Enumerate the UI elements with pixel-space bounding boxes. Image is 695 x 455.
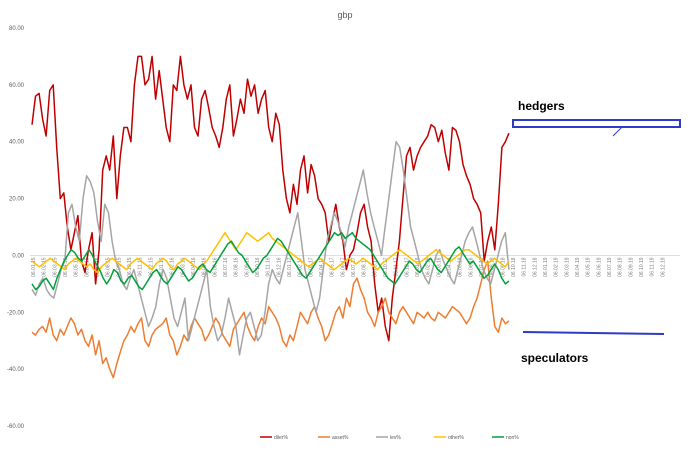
x-tick-label: 06.09.19: [628, 257, 634, 277]
x-tick-label: 06.05.18: [458, 257, 464, 277]
y-tick-label: 0.00: [12, 253, 24, 259]
annotation-layer: hedgers speculators: [512, 99, 681, 365]
x-tick-label: 06.01.16: [159, 257, 165, 277]
x-tick-label: 06.05.19: [586, 257, 592, 277]
series-line-lev-pct: [31, 140, 510, 356]
y-tick-label: 80.00: [9, 26, 25, 32]
y-tick-label: 20.00: [9, 197, 25, 203]
series-line-diler-pct: [31, 55, 510, 342]
x-tick-label: 06.11.18: [522, 257, 528, 276]
y-tick-label: -20.00: [7, 310, 25, 316]
x-tick-label: 06.09.15: [116, 257, 122, 277]
x-tick-label: 06.07.17: [351, 257, 357, 277]
y-tick-label: 40.00: [9, 140, 25, 146]
x-tick-label: 06.02.17: [298, 257, 304, 277]
x-tick-label: 06.10.19: [639, 257, 645, 277]
x-tick-label: 06.02.16: [170, 257, 176, 277]
x-tick-label: 06.10.17: [383, 257, 389, 277]
x-tick-label: 06.03.18: [436, 257, 442, 277]
annotation-hedgers-pointer: [612, 126, 623, 137]
series-layer: [31, 55, 510, 379]
x-tick-label: 06.07.16: [223, 257, 229, 277]
x-tick-label: 06.08.15: [106, 257, 112, 277]
annotation-speculators-label: speculators: [521, 351, 589, 365]
x-tick-label: 06.11.16: [266, 257, 272, 276]
x-tick-label: 06.02.15: [42, 257, 48, 277]
x-tick-label: 06.02.18: [426, 257, 432, 277]
x-tick-label: 06.12.15: [148, 257, 154, 277]
x-tick-label: 06.11.19: [650, 257, 656, 276]
x-tick-label: 06.12.18: [532, 257, 538, 277]
y-tick-label: -60.00: [7, 424, 25, 430]
x-tick-label: 06.12.19: [660, 257, 666, 277]
x-tick-label: 06.07.19: [607, 257, 613, 277]
x-tick-label: 06.08.19: [618, 257, 624, 277]
legend-label: diler%: [274, 435, 288, 441]
x-tick-label: 06.03.17: [308, 257, 314, 277]
x-tick-label: 06.12.16: [276, 257, 282, 277]
x-tick-label: 06.05.15: [74, 257, 80, 277]
x-tick-label: 06.01.18: [415, 257, 421, 277]
x-tick-label: 06.09.18: [500, 257, 506, 277]
x-axis: 06.01.15 06.02.15 06.03.15 06.04.15 06.05.15…: [31, 257, 666, 277]
series-line-non-pct: [31, 231, 510, 291]
x-tick-label: 06.11.15: [138, 257, 144, 276]
x-tick-label: 06.01.15: [31, 257, 37, 277]
annotation-hedgers-box: [512, 119, 681, 128]
x-tick-label: 06.10.15: [127, 257, 133, 277]
y-axis: -60.00 -40.00 -20.00 0.00 20.00 40.00 60.00 80.…: [7, 26, 25, 430]
x-tick-label: 06.04.16: [191, 257, 197, 277]
series-line-asset-pct: [31, 260, 510, 379]
x-tick-label: 06.04.19: [575, 257, 581, 277]
annotation-hedgers-label: hedgers: [518, 99, 565, 113]
y-tick-label: -40.00: [7, 367, 25, 373]
x-tick-label: 06.06.18: [468, 257, 474, 277]
x-tick-label: 06.12.17: [404, 257, 410, 277]
x-tick-label: 06.10.18: [511, 257, 517, 277]
annotation-speculators-line: [522, 331, 665, 335]
x-tick-label: 06.06.17: [340, 257, 346, 277]
x-tick-label: 06.09.16: [244, 257, 250, 277]
x-tick-label: 06.08.16: [234, 257, 240, 277]
legend-label: non%: [506, 435, 519, 441]
legend: diler% asset% lev% other% non%: [260, 435, 519, 441]
legend-label: other%: [448, 435, 464, 441]
y-tick-label: 60.00: [9, 83, 25, 89]
legend-label: asset%: [332, 435, 349, 441]
x-tick-label: 06.04.17: [319, 257, 325, 277]
x-tick-label: 06.08.17: [362, 257, 368, 277]
x-tick-label: 06.02.19: [554, 257, 560, 277]
x-tick-label: 06.06.16: [212, 257, 218, 277]
x-tick-label: 06.05.17: [330, 257, 336, 277]
series-line-other-pct: [31, 231, 510, 274]
x-tick-label: 06.01.17: [287, 257, 293, 277]
chart-title: gbp: [337, 10, 352, 20]
x-tick-label: 06.04.18: [447, 257, 453, 277]
x-tick-label: 06.03.15: [52, 257, 58, 277]
x-tick-label: 06.01.19: [543, 257, 549, 277]
x-tick-label: 06.03.16: [180, 257, 186, 277]
legend-label: lev%: [390, 435, 401, 441]
x-tick-label: 06.06.19: [596, 257, 602, 277]
x-tick-label: 06.03.19: [564, 257, 570, 277]
